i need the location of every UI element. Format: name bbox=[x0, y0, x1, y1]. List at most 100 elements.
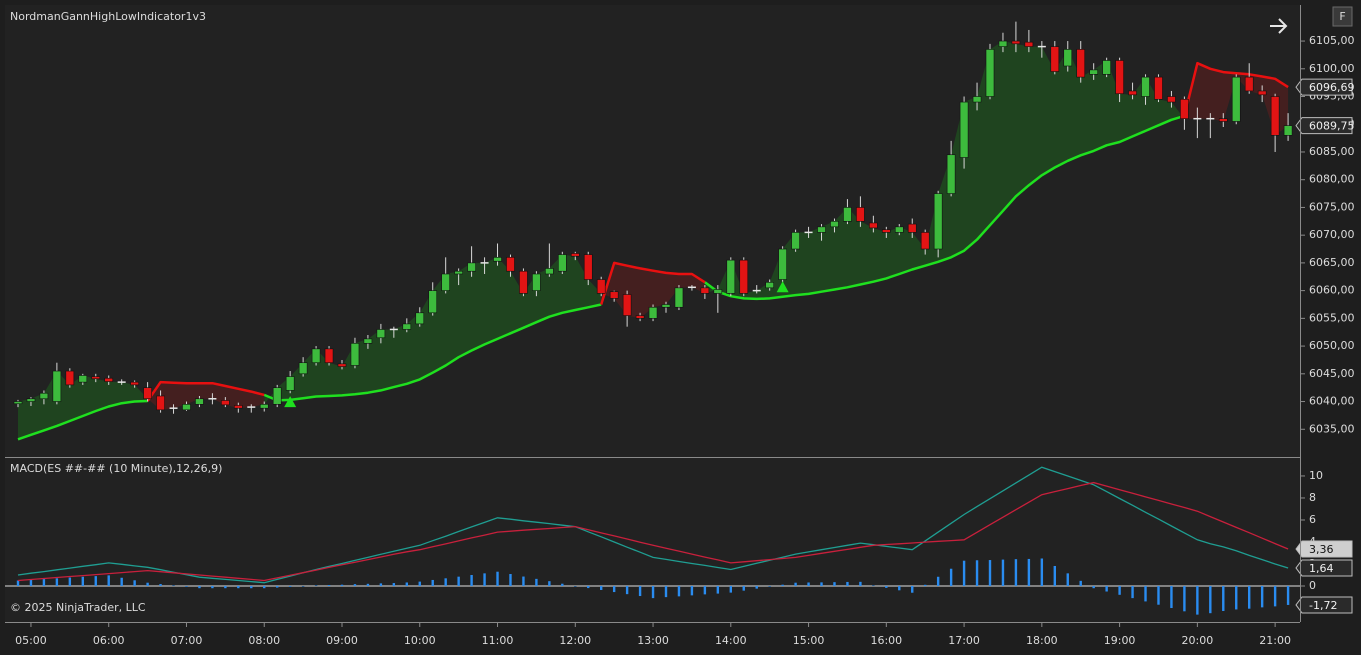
candle-body bbox=[1180, 98, 1189, 119]
candle-body bbox=[506, 257, 515, 272]
candle-body bbox=[402, 323, 412, 330]
candle-body bbox=[415, 312, 425, 325]
candle-body bbox=[1115, 60, 1124, 95]
candle-body bbox=[635, 315, 645, 319]
candle-body bbox=[817, 226, 826, 233]
histogram-bar bbox=[1001, 559, 1005, 587]
candle-body bbox=[713, 289, 723, 294]
candle-body bbox=[648, 306, 658, 319]
histogram-bar bbox=[237, 586, 240, 589]
value-marker-label: -1,72 bbox=[1309, 599, 1337, 612]
histogram-bar bbox=[379, 583, 383, 587]
histogram-bar bbox=[1248, 586, 1251, 609]
candle-body bbox=[882, 229, 891, 233]
histogram-bar bbox=[1157, 586, 1160, 605]
candle-body bbox=[156, 395, 165, 411]
histogram-bar bbox=[1014, 559, 1018, 587]
y-tick-label: 6105,00 bbox=[1309, 34, 1355, 47]
histogram-bar bbox=[198, 586, 201, 589]
candle-body bbox=[285, 376, 295, 391]
x-tick-label: 08:00 bbox=[248, 634, 280, 647]
y-tick-label: 6080,00 bbox=[1309, 173, 1355, 186]
f-button[interactable] bbox=[1332, 6, 1353, 27]
candle-body bbox=[1128, 90, 1137, 96]
histogram-bar bbox=[288, 586, 292, 587]
histogram-bar bbox=[1273, 586, 1277, 607]
candle-body bbox=[1154, 76, 1163, 100]
y-tick-label: 10 bbox=[1309, 469, 1323, 482]
histogram-bar bbox=[561, 583, 564, 587]
candle-body bbox=[324, 348, 334, 364]
histogram-bar bbox=[496, 571, 499, 587]
indicator-line bbox=[17, 114, 1185, 441]
candle-body bbox=[519, 270, 528, 294]
copyright: © 2025 NinjaTrader, LLC bbox=[10, 601, 146, 614]
histogram-bar bbox=[755, 586, 758, 589]
candle-body bbox=[1257, 90, 1267, 96]
histogram-bar bbox=[612, 586, 616, 593]
value-marker-label: 6089,75 bbox=[1309, 120, 1355, 133]
zone-fill bbox=[264, 254, 602, 405]
macd-line bbox=[17, 481, 1289, 582]
histogram-bar bbox=[1235, 586, 1238, 610]
y-tick-label: 8 bbox=[1309, 491, 1316, 504]
histogram-bar bbox=[68, 577, 72, 587]
histogram-bar bbox=[444, 578, 447, 587]
histogram-bar bbox=[133, 580, 136, 587]
candle-body bbox=[558, 254, 567, 272]
value-marker-label: 3,36 bbox=[1309, 543, 1334, 556]
arrow-icon[interactable] bbox=[1270, 18, 1288, 34]
histogram-bar bbox=[587, 586, 590, 589]
x-tick-label: 20:00 bbox=[1182, 634, 1214, 647]
x-tick-label: 14:00 bbox=[715, 634, 747, 647]
histogram-bar bbox=[211, 586, 214, 589]
histogram-bar bbox=[1027, 558, 1031, 587]
histogram-bar bbox=[1209, 586, 1212, 614]
f-button-label[interactable]: F bbox=[1339, 10, 1345, 23]
histogram-bar bbox=[16, 580, 20, 587]
histogram-bar bbox=[470, 575, 473, 587]
histogram-bar bbox=[1196, 586, 1199, 615]
histogram-bar bbox=[418, 581, 421, 587]
histogram-bar bbox=[431, 579, 434, 587]
candle-body bbox=[65, 370, 75, 386]
histogram-bar bbox=[509, 574, 512, 587]
candle-body bbox=[583, 254, 593, 280]
histogram-bar bbox=[1131, 586, 1134, 599]
histogram-bar bbox=[1170, 586, 1173, 609]
histogram-bar bbox=[651, 586, 655, 599]
candle-body bbox=[52, 370, 62, 402]
candle-body bbox=[130, 381, 139, 386]
histogram-bar bbox=[716, 586, 720, 594]
x-tick-label: 10:00 bbox=[404, 634, 436, 647]
value-marker-label: 1,64 bbox=[1309, 562, 1334, 575]
histogram-bar bbox=[1105, 586, 1108, 592]
histogram-bar bbox=[638, 586, 642, 597]
y-tick-label: 6050,00 bbox=[1309, 339, 1355, 352]
histogram-bar bbox=[1053, 565, 1056, 587]
candle-body bbox=[596, 279, 606, 294]
candle-body bbox=[363, 338, 373, 344]
histogram-bar bbox=[548, 581, 551, 587]
histogram-bar bbox=[911, 586, 914, 593]
indicator-title: NordmanGannHighLowIndicator1v3 bbox=[10, 10, 206, 23]
x-tick-label: 07:00 bbox=[171, 634, 203, 647]
histogram-bar bbox=[29, 579, 33, 587]
histogram-bar bbox=[327, 585, 331, 587]
y-tick-label: 6045,00 bbox=[1309, 367, 1355, 380]
candle-body bbox=[298, 362, 308, 375]
y-tick-label: 6035,00 bbox=[1309, 422, 1355, 435]
candle-body bbox=[454, 270, 463, 275]
y-tick-label: 6055,00 bbox=[1309, 311, 1355, 324]
candle-body bbox=[1167, 96, 1176, 103]
histogram-bar bbox=[677, 586, 681, 597]
candle-body bbox=[726, 259, 736, 294]
candle-body bbox=[830, 220, 839, 228]
candle-body bbox=[78, 375, 88, 383]
y-tick-label: 6040,00 bbox=[1309, 395, 1355, 408]
histogram-bar bbox=[729, 586, 732, 593]
x-tick-label: 18:00 bbox=[1026, 634, 1058, 647]
candle-body bbox=[26, 398, 36, 402]
candle-body bbox=[1231, 76, 1241, 122]
